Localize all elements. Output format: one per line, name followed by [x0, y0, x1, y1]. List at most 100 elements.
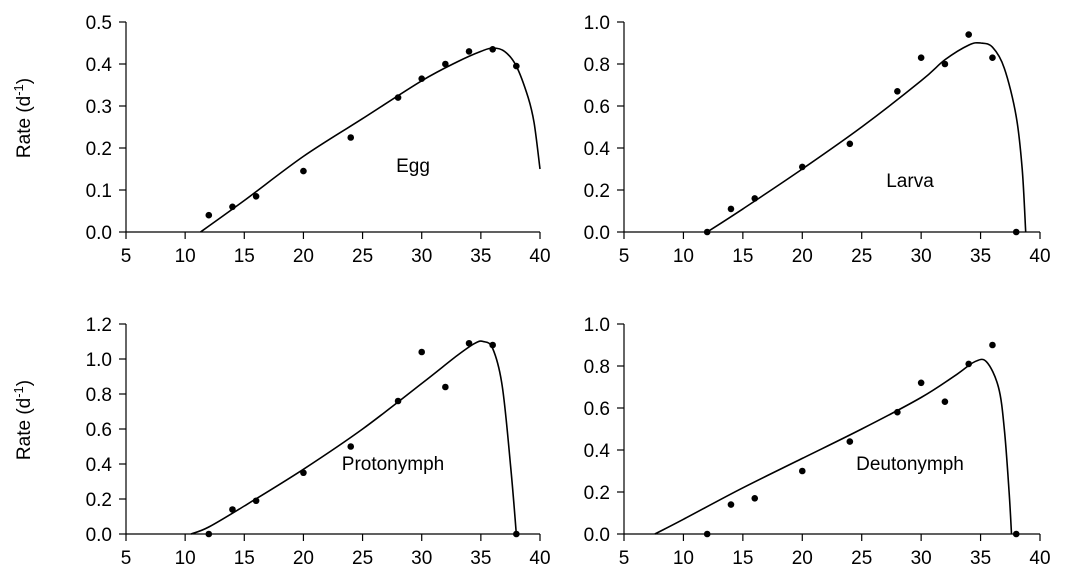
x-tick-label: 25: [851, 548, 872, 569]
data-point: [513, 62, 520, 70]
y-axis-title-text: Rate (d: [14, 96, 35, 158]
data-point: [894, 408, 901, 416]
fit-curve: [706, 41, 1027, 233]
y-tick-label: 0.0: [584, 525, 610, 546]
panel-deutonymph: 5 10 15 20 25 30 35 40 0.0 0.2 0.4 0.6 0.8 1.0 Deutony…: [584, 315, 1051, 569]
data-point: [941, 60, 949, 68]
data-point: [917, 54, 925, 61]
x-tick-label: 15: [732, 548, 753, 569]
data-point: [894, 88, 901, 95]
data-point: [394, 94, 402, 101]
y-axis-title-text: Rate (d: [14, 398, 35, 460]
data-point: [989, 54, 996, 61]
x-tick-label: 30: [411, 548, 432, 569]
x-tick-label: 30: [411, 246, 432, 267]
data-point: [513, 530, 520, 538]
x-tick-label: 15: [732, 246, 753, 267]
y-tick-label: 0.6: [86, 420, 112, 441]
data-point: [300, 167, 307, 175]
x-tick-label: 20: [293, 548, 314, 569]
data-point: [229, 506, 236, 513]
data-point: [989, 341, 996, 349]
data-point: [465, 48, 473, 55]
y-tick-label: 0.5: [86, 13, 112, 34]
y-tick-label: 0.1: [86, 181, 112, 202]
y-tick-label: 0.8: [86, 385, 112, 406]
y-axis-title-bottom: Rate (d-1): [11, 380, 35, 460]
x-tick-label: 20: [792, 548, 813, 569]
x-tick-label: 25: [352, 548, 373, 569]
x-tick-label: 35: [970, 246, 991, 267]
data-point: [798, 163, 806, 171]
y-tick-label: 0.2: [584, 181, 610, 202]
data-point: [727, 205, 735, 213]
data-point: [917, 379, 925, 387]
fit-curve: [654, 358, 1013, 535]
panel-label: Deutonymph: [856, 454, 964, 475]
x-tick-label: 30: [911, 246, 932, 267]
y-tick-label: 0.4: [584, 441, 611, 462]
x-tick-label: 10: [175, 548, 196, 569]
data-point: [442, 60, 449, 68]
y-tick-label: 0.8: [584, 55, 610, 76]
data-point: [751, 495, 759, 502]
y-tick-label: 0.2: [86, 139, 112, 160]
x-tick-label: 40: [529, 548, 550, 569]
x-tick-label: 5: [121, 548, 132, 569]
y-tick-label: 0.6: [584, 97, 610, 118]
data-point: [941, 398, 949, 406]
y-axis-title-close: ): [14, 380, 35, 386]
data-point: [703, 228, 711, 236]
data-point: [418, 348, 426, 356]
x-tick-label: 15: [234, 246, 255, 267]
y-tick-label: 0.2: [86, 490, 112, 511]
panel-egg: 5 10 15 20 25 30 35 40 0.0 0.1 0.2 0.3 0.4 0.5 Egg: [86, 13, 551, 267]
fit-curve: [200, 47, 541, 233]
data-point: [442, 383, 449, 391]
x-tick-label: 25: [352, 246, 373, 267]
x-tick-label: 15: [234, 548, 255, 569]
x-tick-label: 20: [293, 246, 314, 267]
panel-label: Larva: [886, 171, 934, 192]
panel-label: Protonymph: [342, 454, 444, 475]
data-point: [846, 438, 854, 445]
panel-larva: 5 10 15 20 25 30 35 40 0.0 0.2 0.4 0.6 0.8 1.0 Larva: [584, 13, 1051, 267]
data-point: [229, 203, 236, 211]
data-point: [1012, 228, 1020, 236]
data-point: [703, 530, 711, 538]
panel-protonymph: 5 10 15 20 25 30 35 40 0.0 0.2 0.4 0.6 0.8 1.0 1.2 Prot…: [86, 315, 551, 569]
y-tick-label: 0.2: [584, 483, 610, 504]
x-tick-label: 10: [673, 246, 694, 267]
data-point: [489, 46, 496, 53]
y-tick-label: 0.4: [86, 55, 113, 76]
x-tick-label: 40: [529, 246, 550, 267]
data-point: [727, 501, 735, 508]
x-tick-label: 5: [619, 548, 630, 569]
data-point: [489, 341, 496, 349]
y-axis-title-superscript: -1: [11, 84, 26, 96]
x-tick-label: 25: [851, 246, 872, 267]
x-tick-label: 35: [470, 548, 491, 569]
svg-text:Rate (d-1): Rate (d-1): [11, 78, 35, 158]
x-tick-label: 5: [619, 246, 630, 267]
x-tick-label: 35: [970, 548, 991, 569]
y-axis-title-top: Rate (d-1): [11, 78, 35, 158]
y-tick-label: 1.0: [584, 13, 610, 34]
data-point: [965, 31, 972, 38]
y-tick-label: 1.0: [86, 350, 112, 371]
y-tick-label: 0.0: [584, 223, 610, 244]
y-tick-label: 0.0: [86, 525, 112, 546]
y-tick-label: 0.8: [584, 357, 610, 378]
data-point: [418, 75, 426, 82]
x-tick-label: 10: [175, 246, 196, 267]
y-tick-label: 1.0: [584, 315, 610, 336]
y-axis-title-superscript: -1: [11, 386, 26, 398]
x-tick-label: 40: [1029, 246, 1050, 267]
y-tick-label: 0.3: [86, 97, 112, 118]
y-tick-label: 1.2: [86, 315, 112, 336]
y-tick-label: 0.6: [584, 399, 610, 420]
data-point: [205, 530, 213, 538]
x-tick-label: 40: [1029, 548, 1050, 569]
y-tick-label: 0.0: [86, 223, 112, 244]
